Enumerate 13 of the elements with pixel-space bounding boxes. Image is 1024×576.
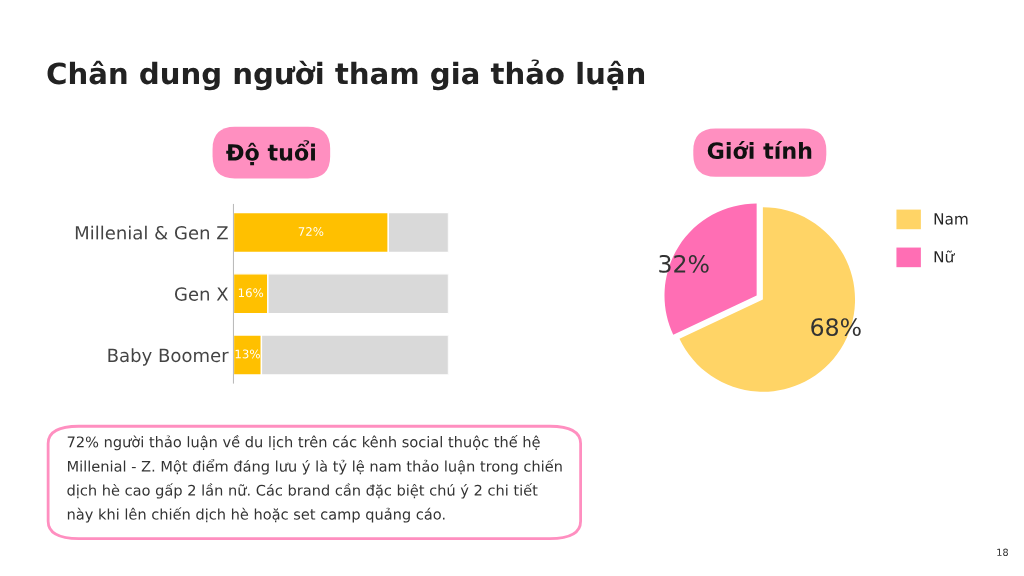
y-tick-label: Gen X: [174, 287, 229, 301]
legend-label: Nữ: [934, 250, 955, 263]
y-tick-label: Millenial & Gen Z: [75, 225, 228, 240]
y-tick-label: Baby Boomer: [108, 348, 229, 366]
data-label: 72%: [298, 227, 324, 236]
text: Chân dung người tham gia thảo luận: [47, 59, 645, 91]
chart-title: Độ tuổi: [226, 140, 315, 166]
text: 18: [997, 548, 1008, 556]
data-label: 16%: [238, 288, 264, 298]
chart-title: Giới tính: [707, 141, 812, 160]
text: 72% người thảo luận về du lịch trên các kênh social thuộc thế hệ Millenial - Z. Một điểm đáng lưu ý là tỷ lệ nam thảo luận trong chiến dịch hè cao gấp 2 lần nữ. Các brand cần đặc biệt chú ý 2 chi tiết này khi lên chiến dịch hè hoặc set camp quảng cáo.: [67, 434, 562, 523]
data-label: 13%: [235, 349, 260, 359]
legend-label: Nam: [934, 213, 968, 225]
